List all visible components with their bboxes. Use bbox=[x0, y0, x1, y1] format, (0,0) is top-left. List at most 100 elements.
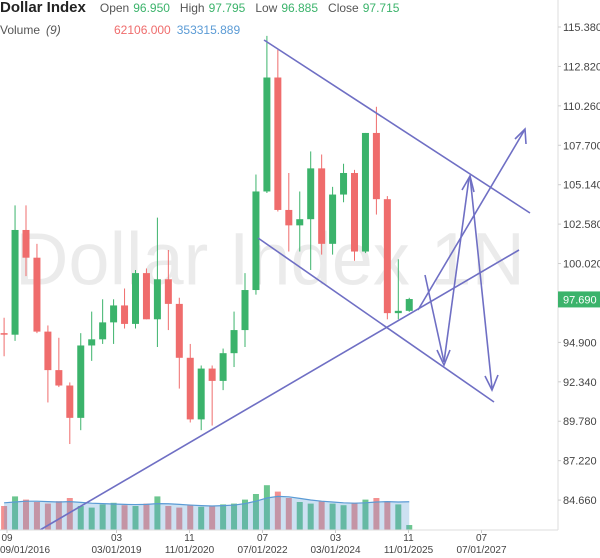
volume-bar bbox=[165, 506, 172, 530]
arrow-head bbox=[514, 127, 527, 145]
x-tick-label: 07/01/2027 bbox=[456, 545, 506, 556]
volume-bar bbox=[263, 485, 270, 530]
candle-body bbox=[33, 257, 41, 332]
volume-bar bbox=[351, 502, 358, 530]
y-tick-label: 94.900 bbox=[563, 337, 597, 349]
volume-bar bbox=[187, 505, 194, 530]
legend-label: (9) bbox=[46, 23, 61, 37]
volume-bar bbox=[12, 496, 19, 530]
volume-bar bbox=[55, 501, 62, 530]
volume-bar bbox=[88, 507, 95, 530]
candle-body bbox=[121, 305, 129, 324]
x-tick-short: 09 bbox=[1, 533, 13, 544]
legend-value: 96.885 bbox=[281, 1, 319, 15]
trend-line bbox=[263, 39, 531, 214]
candle-body bbox=[88, 339, 96, 346]
arrow-head bbox=[484, 374, 499, 392]
y-tick-label: 110.260 bbox=[563, 101, 600, 113]
candle-body bbox=[252, 191, 260, 291]
volume-panel bbox=[1, 485, 413, 530]
legend-label: Open bbox=[99, 1, 130, 15]
candle-body bbox=[394, 310, 402, 314]
x-tick-short: 11 bbox=[403, 533, 414, 544]
last-price-label: 97.690 bbox=[563, 294, 597, 306]
volume-bar bbox=[77, 506, 84, 530]
x-tick-short: 03 bbox=[330, 533, 342, 544]
candle-body bbox=[110, 305, 118, 323]
legend-label: Low bbox=[255, 1, 278, 15]
x-tick-label: 07/01/2022 bbox=[237, 545, 287, 556]
volume-bar bbox=[395, 504, 402, 530]
volume-bar bbox=[99, 504, 106, 530]
y-tick-label: 87.220 bbox=[563, 456, 597, 468]
candle-body bbox=[55, 370, 63, 386]
x-tick-label: 03/01/2019 bbox=[91, 545, 141, 556]
watermark: Dollar Index 1N bbox=[15, 218, 525, 301]
volume-bar bbox=[154, 496, 161, 530]
x-tick-short: 03 bbox=[111, 533, 123, 544]
candle-body bbox=[99, 322, 107, 340]
trend-line bbox=[39, 249, 520, 531]
arrow-line bbox=[443, 177, 470, 363]
volume-bar bbox=[44, 503, 51, 530]
legend-value: 62106.000 bbox=[114, 23, 171, 37]
time-axis-bg bbox=[0, 530, 600, 558]
x-tick-short: 07 bbox=[257, 533, 269, 544]
y-tick-label: 84.660 bbox=[563, 495, 597, 507]
candle-body bbox=[142, 273, 150, 320]
volume-bar bbox=[198, 506, 205, 530]
x-tick-label: 11/01/2020 bbox=[165, 545, 215, 556]
y-tick-label: 89.780 bbox=[563, 416, 597, 428]
candle-body bbox=[351, 172, 358, 252]
candle-body bbox=[186, 357, 194, 420]
legend-value: 97.795 bbox=[208, 1, 246, 15]
candle-body bbox=[285, 209, 293, 226]
candles bbox=[0, 35, 413, 445]
candle-body bbox=[230, 330, 238, 354]
y-tick-label: 115.380 bbox=[563, 22, 600, 34]
arrow-line bbox=[424, 274, 445, 363]
x-tick-label: 09/01/2016 bbox=[0, 545, 50, 556]
volume-bar bbox=[242, 499, 248, 530]
x-tick-label: 11/01/2025 bbox=[384, 545, 434, 556]
candle-body bbox=[274, 77, 282, 210]
candle-body bbox=[383, 199, 391, 314]
candle-body bbox=[219, 353, 227, 381]
legend-value: 97.715 bbox=[362, 1, 400, 15]
candle-body bbox=[296, 219, 304, 226]
legend-label: Volume bbox=[0, 23, 41, 37]
volume-bar bbox=[296, 502, 303, 530]
candle-body bbox=[329, 194, 337, 244]
y-tick-label: 105.140 bbox=[563, 180, 600, 192]
volume-bar bbox=[121, 505, 128, 530]
y-tick-label: 107.700 bbox=[563, 140, 600, 152]
legend-label: Close bbox=[328, 1, 359, 15]
candle-body bbox=[22, 229, 30, 258]
volume-bar bbox=[1, 506, 8, 530]
volume-ma-line bbox=[4, 495, 410, 507]
candle-body bbox=[208, 368, 216, 381]
volume-bar bbox=[110, 502, 117, 530]
candle-body bbox=[66, 385, 74, 418]
y-tick-label: 112.820 bbox=[563, 61, 600, 73]
volume-bar bbox=[23, 499, 29, 530]
legend-value: 96.950 bbox=[133, 1, 170, 15]
trend-line bbox=[257, 237, 495, 403]
arrow-line bbox=[469, 175, 493, 389]
volume-bar bbox=[384, 501, 391, 530]
volume-bar bbox=[285, 498, 292, 530]
volume-bar bbox=[274, 491, 281, 530]
volume-bar bbox=[362, 499, 369, 530]
volume-bar bbox=[231, 503, 238, 530]
volume-bar bbox=[329, 503, 336, 530]
candle-body bbox=[263, 77, 271, 192]
volume-bar bbox=[318, 501, 325, 530]
candle-body bbox=[44, 331, 52, 371]
volume-bar bbox=[33, 502, 40, 530]
candle-body bbox=[164, 279, 172, 304]
legend-value: 353315.889 bbox=[176, 23, 241, 37]
legend: Dollar Index Open 96.950 High 97.795 Low 96… bbox=[0, 0, 405, 38]
candle-body bbox=[318, 168, 326, 244]
